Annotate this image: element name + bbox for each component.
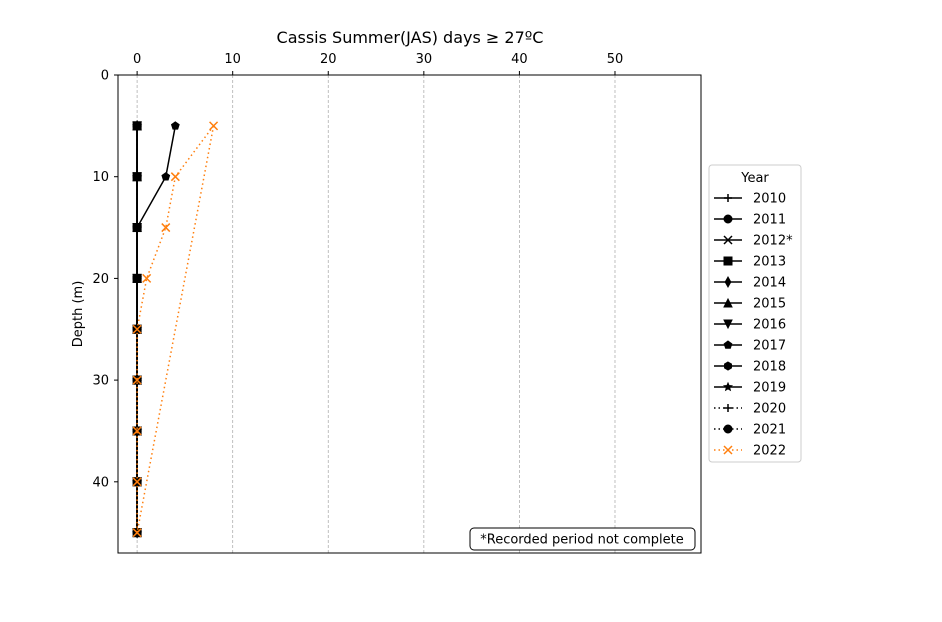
legend-label: 2010 — [753, 192, 786, 207]
legend-label: 2016 — [753, 318, 786, 333]
legend-entry: 2020 — [714, 402, 786, 417]
legend-marker — [722, 381, 734, 392]
y-tick-label: 40 — [92, 475, 109, 490]
legend-label: 2020 — [753, 402, 786, 417]
chart-title: Cassis Summer(JAS) days ≥ 27ºC — [277, 28, 544, 47]
data-point — [132, 426, 142, 436]
data-point — [132, 273, 142, 283]
legend-marker — [723, 424, 733, 434]
legend-marker — [723, 235, 733, 245]
data-point — [170, 172, 180, 182]
legend-label: 2012* — [753, 234, 793, 249]
data-point — [132, 121, 142, 131]
legend-entry: 2016 — [714, 318, 786, 333]
x-tick-label: 0 — [133, 52, 141, 67]
legend-marker — [724, 275, 732, 289]
data-point — [132, 172, 142, 182]
legend-label: 2021 — [753, 423, 786, 438]
legend-entry: 2018 — [714, 360, 786, 375]
legend: Year 2010 2011 2012* 2013 2014 2015 2016 2017 201… — [708, 164, 802, 463]
legend-label: 2019 — [753, 381, 786, 396]
annotation-box: *Recorded period not complete — [469, 527, 696, 551]
legend-label: 2017 — [753, 339, 786, 354]
legend-marker — [724, 361, 732, 371]
y-tick-label: 30 — [92, 374, 109, 389]
data-point — [132, 223, 142, 233]
series-line-extra — [136, 125, 215, 533]
x-tick-label: 50 — [607, 52, 624, 67]
grid-lines — [136, 75, 616, 553]
y-tick-label: 20 — [92, 272, 109, 287]
legend-marker — [723, 445, 733, 455]
legend-label: 2015 — [753, 297, 786, 312]
legend-frame — [708, 164, 802, 463]
legend-entry: 2019 — [714, 381, 786, 396]
legend-marker — [724, 404, 732, 412]
legend-entry: 2011 — [714, 213, 786, 228]
data-point — [209, 121, 219, 131]
data-point — [132, 375, 142, 385]
legend-entry: 2017 — [714, 339, 786, 354]
legend-label: 2018 — [753, 360, 786, 375]
plot-area-frame — [117, 74, 702, 554]
legend-marker — [723, 214, 733, 224]
legend-marker — [723, 319, 733, 330]
legend-entry: 2015 — [714, 297, 786, 312]
y-tick-label: 0 — [101, 69, 109, 84]
legend-entry: 2010 — [714, 192, 786, 207]
data-point — [132, 528, 142, 538]
x-tick-label: 40 — [511, 52, 528, 67]
y-tick-label: 10 — [92, 170, 109, 185]
legend-entry: 2021 — [714, 423, 786, 438]
series-line — [136, 125, 177, 533]
data-point — [132, 324, 142, 334]
legend-label: 2014 — [753, 276, 786, 291]
legend-entry: 2014 — [714, 276, 786, 291]
data-point — [161, 172, 171, 181]
legend-label: 2022 — [753, 444, 786, 459]
legend-label: 2011 — [753, 213, 786, 228]
x-tick-label: 10 — [224, 52, 241, 67]
legend-marker — [723, 297, 733, 308]
y-axis-label: Depth (m) — [71, 281, 86, 348]
data-point — [142, 273, 152, 283]
legend-entry: 2022 — [714, 444, 786, 459]
legend-title: Year — [740, 171, 769, 186]
annotation-text: *Recorded period not complete — [480, 533, 684, 548]
legend-entry: 2012* — [714, 234, 793, 249]
x-tick-label: 20 — [320, 52, 337, 67]
axes: 0 10 20 30 40 50 0 10 20 30 40 — [92, 52, 623, 490]
x-tick-label: 30 — [416, 52, 433, 67]
series-2022 — [132, 121, 219, 538]
plot-series — [132, 119, 219, 539]
legend-marker — [723, 256, 733, 266]
legend-entry: 2013 — [714, 255, 786, 270]
data-point — [132, 477, 142, 487]
legend-label: 2013 — [753, 255, 786, 270]
data-point — [170, 121, 180, 130]
data-point — [161, 223, 171, 233]
legend-marker — [724, 194, 732, 202]
legend-marker — [723, 340, 733, 349]
